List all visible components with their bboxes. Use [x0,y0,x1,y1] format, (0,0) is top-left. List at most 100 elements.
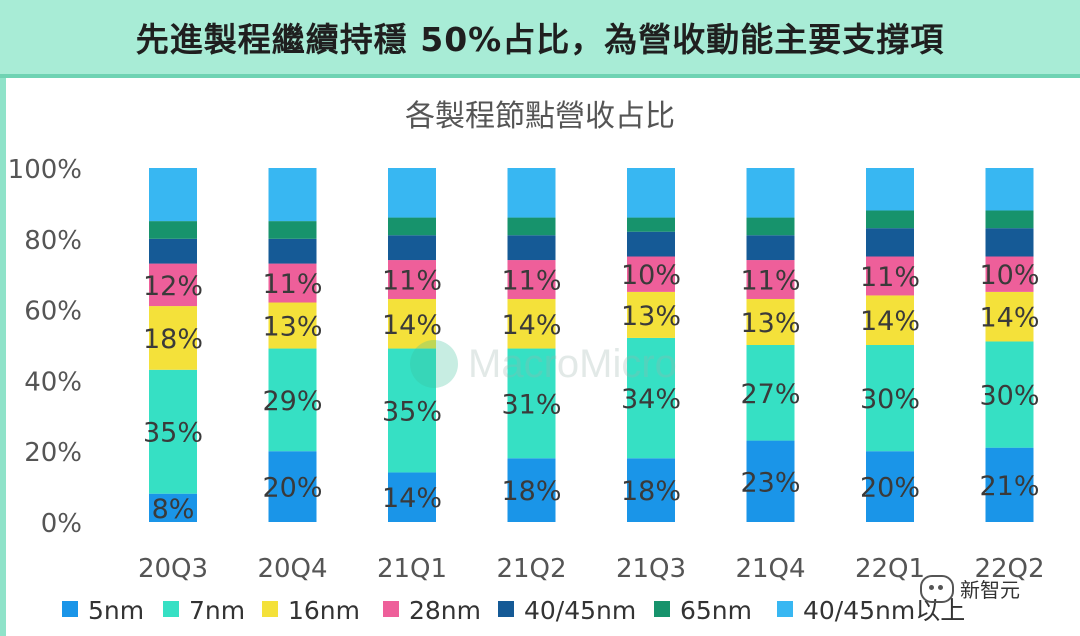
data-label: 13% [740,308,800,339]
bar-segment [985,341,1034,448]
bar-segment [149,221,197,239]
left-edge-stripe [0,78,6,636]
bar-segment [507,458,556,522]
bar-segment [388,472,436,522]
data-label: 10% [621,260,681,291]
bar-segment [627,458,675,522]
legend-label: 28nm [409,596,481,625]
data-label: 18% [621,476,681,507]
bar-segment [268,302,317,349]
bar-segment [985,256,1034,292]
data-label: 35% [382,396,442,427]
x-tick-label: 20Q3 [138,554,208,584]
bar-segment [507,235,556,261]
bar-segment [746,168,795,218]
bar-segment [268,263,317,303]
data-label: 20% [860,473,920,504]
legend-label: 40/45nm [524,596,636,625]
bar-segment [985,168,1034,211]
data-label: 30% [860,384,920,415]
bar-segment [388,217,436,236]
data-label: 18% [501,476,561,507]
bar-segment [985,210,1034,229]
bar-segment [746,345,795,441]
data-label: 21% [979,471,1039,502]
x-tick-label: 22Q2 [974,554,1044,584]
bar-segment [268,348,317,452]
bar-segment [866,168,914,211]
legend-label: 16nm [288,596,360,625]
y-tick-label: 80% [24,226,82,256]
data-label: 14% [382,310,442,341]
data-label: 14% [860,306,920,337]
bar-segment [268,168,317,222]
banner-title: 先進製程繼續持穩 50%占比，為營收動能主要支撐項 [135,20,945,59]
x-tick-label: 21Q2 [496,554,566,584]
bar-segment [268,221,317,239]
bar-segment [627,231,675,257]
bar-segment [866,210,914,229]
y-tick-label: 0% [41,509,82,539]
bar-segment [507,260,556,299]
y-tick-label: 100% [8,155,82,185]
data-label: 30% [979,381,1039,412]
data-label: 20% [262,473,322,504]
data-label: 31% [501,389,561,420]
data-label: 34% [621,384,681,415]
bar-segment [149,493,197,522]
data-label: 8% [152,494,195,525]
data-label: 14% [501,310,561,341]
bar-segment [985,447,1034,522]
bar-segment [627,168,675,218]
bar-segment [149,306,197,370]
x-tick-label: 21Q4 [735,554,805,584]
bar-segment [746,298,795,345]
bar-segment [388,298,436,349]
wechat-icon [920,574,954,603]
credit-text: 新智元 [960,578,1020,602]
bar-segment [507,298,556,349]
data-label: 10% [979,260,1039,291]
data-label: 18% [143,324,203,355]
data-label: 14% [382,483,442,514]
bar-segment [866,256,914,296]
x-tick-label: 22Q1 [855,554,925,584]
legend-swatch [498,601,514,617]
bar-segment [985,291,1034,342]
title-banner: 先進製程繼續持穩 50%占比，為營收動能主要支撐項 [0,0,1080,78]
data-label: 13% [262,312,322,343]
bar-segment [746,217,795,236]
bar-segment [746,260,795,299]
bar-segment [866,345,914,452]
data-label: 13% [621,301,681,332]
data-label: 11% [262,269,322,300]
data-label: 35% [143,418,203,449]
legend-label: 7nm [189,596,245,625]
legend-label: 5nm [88,596,144,625]
bar-segment [268,238,317,264]
data-label: 23% [740,467,800,498]
bar-segment [985,228,1034,257]
bar-segment [866,451,914,522]
legend-swatch [654,601,670,617]
bar-segment [388,168,436,218]
bar-segment [149,369,197,494]
bar-segment [627,256,675,292]
bar-segment [268,451,317,522]
bar-segment [866,228,914,257]
bar-segment [746,235,795,261]
bar-segment [388,260,436,299]
data-label: 12% [143,271,203,302]
data-label: 29% [262,386,322,417]
bar-segment [388,235,436,261]
data-label: 11% [740,266,800,297]
bar-segment [746,440,795,522]
y-tick-label: 20% [24,438,82,468]
data-label: 27% [740,379,800,410]
data-label: 11% [501,266,561,297]
x-tick-label: 21Q3 [616,554,686,584]
data-label: 11% [860,262,920,293]
legend-label: 65nm [680,596,752,625]
bar-segment [627,291,675,338]
